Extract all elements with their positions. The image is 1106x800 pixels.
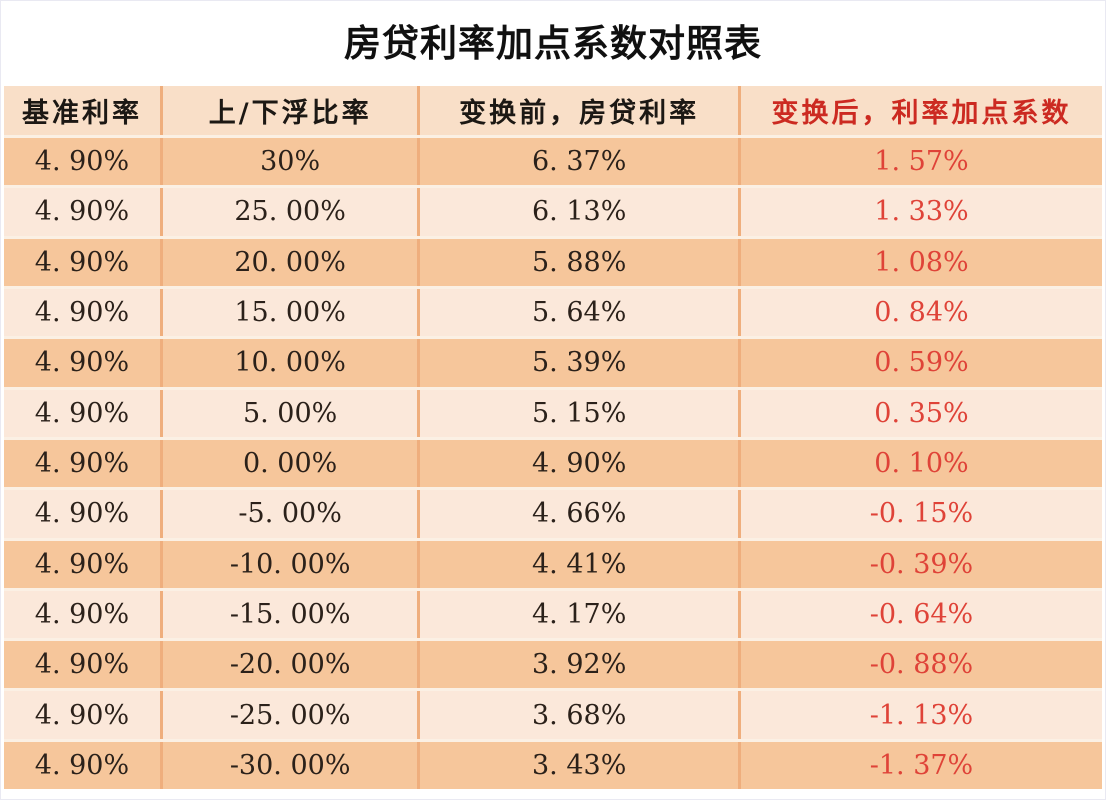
header-float-ratio: 上/下浮比率 — [159, 86, 417, 135]
cell-coefficient-after: -0. 39% — [737, 540, 1102, 588]
cell-float-ratio: 20. 00% — [159, 238, 417, 286]
header-base-rate: 基准利率 — [21, 98, 142, 129]
mortgage-rate-table: 基准利率 上/下浮比率 变换前，房贷利率 变换后，利率加点系数 4. 90% 30… — [4, 86, 1102, 790]
cell-rate-before: 5. 88% — [417, 238, 738, 286]
cell-rate-before: 4. 90% — [417, 439, 738, 488]
cell-base-rate: 4. 90% — [34, 347, 130, 379]
cell-coefficient-after: -0. 88% — [737, 641, 1102, 689]
cell-rate-before: 5. 15% — [417, 389, 738, 437]
page-title: 房贷利率加点系数对照表 — [344, 22, 762, 65]
cell-float-ratio: 10. 00% — [159, 339, 417, 387]
cell-rate-before: 4. 17% — [417, 590, 738, 639]
cell-float-ratio: 25. 00% — [159, 188, 417, 236]
cell-base-rate: 4. 90% — [34, 598, 130, 630]
cell-coefficient-after: 1. 33% — [737, 188, 1102, 236]
cell-rate-before: 4. 66% — [417, 490, 738, 538]
cell-coefficient-after: 0. 35% — [737, 389, 1102, 437]
table-row: 4. 90% 20. 00% 5. 88% 1. 08% — [4, 235, 1102, 286]
cell-coefficient-after: -0. 15% — [737, 490, 1102, 538]
cell-coefficient-after: 1. 08% — [737, 238, 1102, 286]
table-header-row: 基准利率 上/下浮比率 变换前，房贷利率 变换后，利率加点系数 — [4, 86, 1102, 135]
cell-float-ratio: 5. 00% — [159, 389, 417, 437]
cell-base-rate: 4. 90% — [34, 146, 130, 178]
cell-rate-before: 3. 68% — [417, 691, 738, 739]
table-row: 4. 90% 25. 00% 6. 13% 1. 33% — [4, 185, 1102, 236]
cell-base-rate: 4. 90% — [34, 548, 130, 580]
cell-rate-before: 6. 37% — [417, 138, 738, 186]
cell-coefficient-after: 1. 57% — [737, 138, 1102, 186]
cell-float-ratio: -15. 00% — [159, 590, 417, 639]
table-row: 4. 90% -20. 00% 3. 92% -0. 88% — [4, 638, 1102, 689]
header-rate-before: 变换前，房贷利率 — [417, 86, 738, 135]
cell-coefficient-after: 0. 84% — [737, 288, 1102, 337]
cell-base-rate: 4. 90% — [34, 196, 130, 228]
cell-coefficient-after: -1. 13% — [737, 691, 1102, 739]
table-row: 4. 90% 5. 00% 5. 15% 0. 35% — [4, 386, 1102, 437]
cell-coefficient-after: 0. 10% — [737, 439, 1102, 488]
cell-rate-before: 6. 13% — [417, 188, 738, 236]
cell-base-rate: 4. 90% — [34, 699, 130, 731]
cell-base-rate: 4. 90% — [34, 749, 130, 781]
table-row: 4. 90% 15. 00% 5. 64% 0. 84% — [4, 285, 1102, 337]
cell-rate-before: 3. 92% — [417, 641, 738, 689]
cell-float-ratio: -20. 00% — [159, 641, 417, 689]
cell-rate-before: 5. 39% — [417, 339, 738, 387]
table-row: 4. 90% 10. 00% 5. 39% 0. 59% — [4, 336, 1102, 387]
cell-rate-before: 5. 64% — [417, 288, 738, 337]
cell-base-rate: 4. 90% — [34, 297, 130, 329]
table-row: 4. 90% -10. 00% 4. 41% -0. 39% — [4, 537, 1102, 588]
table-row: 4. 90% -5. 00% 4. 66% -0. 15% — [4, 487, 1102, 538]
cell-base-rate: 4. 90% — [34, 246, 130, 278]
cell-rate-before: 4. 41% — [417, 540, 738, 588]
header-coefficient-after: 变换后，利率加点系数 — [737, 86, 1102, 135]
cell-float-ratio: -5. 00% — [159, 490, 417, 538]
cell-coefficient-after: -0. 64% — [737, 590, 1102, 639]
cell-float-ratio: 30% — [159, 138, 417, 186]
cell-float-ratio: -25. 00% — [159, 691, 417, 739]
cell-base-rate: 4. 90% — [34, 649, 130, 681]
cell-float-ratio: 0. 00% — [159, 439, 417, 488]
cell-float-ratio: 15. 00% — [159, 288, 417, 337]
cell-base-rate: 4. 90% — [34, 498, 130, 530]
table-row: 4. 90% 0. 00% 4. 90% 0. 10% — [4, 436, 1102, 488]
table-row: 4. 90% -30. 00% 3. 43% -1. 37% — [4, 738, 1102, 790]
cell-rate-before: 3. 43% — [417, 741, 738, 790]
cell-base-rate: 4. 90% — [34, 397, 130, 429]
table-row: 4. 90% 30% 6. 37% 1. 57% — [4, 135, 1102, 186]
cell-coefficient-after: 0. 59% — [737, 339, 1102, 387]
table-row: 4. 90% -25. 00% 3. 68% -1. 13% — [4, 688, 1102, 739]
cell-base-rate: 4. 90% — [34, 448, 130, 480]
cell-float-ratio: -10. 00% — [159, 540, 417, 588]
cell-float-ratio: -30. 00% — [159, 741, 417, 790]
table-row: 4. 90% -15. 00% 4. 17% -0. 64% — [4, 587, 1102, 639]
cell-coefficient-after: -1. 37% — [737, 741, 1102, 790]
